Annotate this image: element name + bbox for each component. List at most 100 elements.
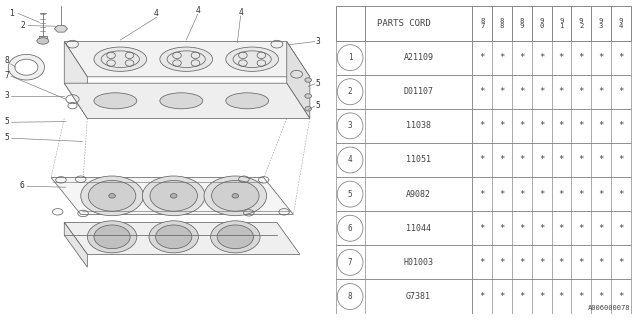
Text: *: *: [579, 53, 584, 62]
Text: *: *: [598, 224, 604, 233]
Text: *: *: [559, 121, 564, 130]
Polygon shape: [64, 222, 87, 267]
Bar: [336, 177, 630, 211]
Text: 8
8: 8 8: [500, 18, 504, 29]
Text: D01107: D01107: [404, 87, 433, 96]
Text: 5: 5: [4, 117, 9, 126]
Ellipse shape: [15, 59, 38, 75]
Text: 11044: 11044: [406, 224, 431, 233]
Text: *: *: [519, 190, 525, 199]
Text: *: *: [519, 87, 525, 96]
Polygon shape: [64, 42, 87, 118]
Text: *: *: [519, 292, 525, 301]
Text: *: *: [559, 292, 564, 301]
Bar: [336, 279, 630, 314]
Bar: [336, 211, 630, 245]
Text: *: *: [598, 156, 604, 164]
Text: *: *: [598, 292, 604, 301]
Text: *: *: [579, 292, 584, 301]
Text: 5: 5: [348, 190, 353, 199]
Text: 7: 7: [4, 71, 9, 80]
Bar: [336, 143, 630, 177]
Polygon shape: [51, 178, 293, 214]
Text: *: *: [598, 87, 604, 96]
Text: PARTS CORD: PARTS CORD: [377, 19, 431, 28]
Text: *: *: [479, 87, 485, 96]
Text: *: *: [479, 121, 485, 130]
Text: 11038: 11038: [406, 121, 431, 130]
Ellipse shape: [170, 194, 177, 198]
Text: 9
2: 9 2: [579, 18, 583, 29]
Text: 4: 4: [154, 9, 159, 18]
Text: 3: 3: [316, 37, 321, 46]
Text: 4: 4: [195, 6, 200, 15]
Text: G7381: G7381: [406, 292, 431, 301]
Text: *: *: [579, 121, 584, 130]
Text: *: *: [559, 224, 564, 233]
Polygon shape: [287, 42, 310, 118]
Text: *: *: [499, 224, 505, 233]
Text: *: *: [519, 53, 525, 62]
Ellipse shape: [88, 180, 136, 211]
Text: *: *: [559, 53, 564, 62]
Ellipse shape: [204, 176, 267, 216]
Text: *: *: [559, 156, 564, 164]
Polygon shape: [64, 42, 310, 77]
Polygon shape: [54, 26, 68, 32]
Ellipse shape: [81, 176, 143, 216]
Text: 5: 5: [316, 101, 321, 110]
Text: *: *: [499, 87, 505, 96]
Ellipse shape: [212, 180, 259, 211]
Text: 4: 4: [238, 8, 243, 17]
Text: 1: 1: [9, 9, 14, 18]
Text: *: *: [598, 53, 604, 62]
Ellipse shape: [160, 47, 212, 71]
Ellipse shape: [142, 176, 205, 216]
Text: *: *: [539, 121, 545, 130]
Ellipse shape: [94, 225, 130, 249]
Bar: [336, 109, 630, 143]
Text: 9
1: 9 1: [559, 18, 564, 29]
Ellipse shape: [226, 93, 269, 109]
Text: *: *: [519, 224, 525, 233]
Text: *: *: [618, 292, 623, 301]
Text: *: *: [598, 258, 604, 267]
Text: 3: 3: [348, 121, 353, 130]
Text: 7: 7: [348, 258, 353, 267]
Ellipse shape: [94, 93, 137, 109]
Text: *: *: [618, 156, 623, 164]
Ellipse shape: [217, 225, 253, 249]
Text: *: *: [479, 258, 485, 267]
Text: 9
3: 9 3: [599, 18, 603, 29]
Text: *: *: [618, 258, 623, 267]
Text: 8
9: 8 9: [520, 18, 524, 29]
Text: *: *: [479, 224, 485, 233]
Bar: [336, 6, 630, 41]
Polygon shape: [39, 36, 47, 39]
Text: 8: 8: [4, 56, 9, 65]
Text: *: *: [618, 53, 623, 62]
Text: H01003: H01003: [404, 258, 433, 267]
Bar: [336, 245, 630, 279]
Text: *: *: [539, 224, 545, 233]
Text: *: *: [499, 156, 505, 164]
Text: 8: 8: [348, 292, 353, 301]
Text: *: *: [579, 87, 584, 96]
Text: 5: 5: [4, 133, 9, 142]
Text: *: *: [479, 292, 485, 301]
Text: *: *: [519, 121, 525, 130]
Text: 5: 5: [316, 79, 321, 88]
Text: 2: 2: [20, 21, 25, 30]
Text: 6: 6: [20, 181, 25, 190]
Text: *: *: [499, 190, 505, 199]
Text: *: *: [618, 121, 623, 130]
Text: 2: 2: [348, 87, 353, 96]
Text: 9
4: 9 4: [618, 18, 623, 29]
Ellipse shape: [150, 180, 197, 211]
Polygon shape: [64, 222, 300, 254]
Text: *: *: [559, 87, 564, 96]
Text: A006000078: A006000078: [588, 305, 630, 310]
Text: *: *: [499, 292, 505, 301]
Text: *: *: [539, 258, 545, 267]
Bar: [336, 75, 630, 109]
